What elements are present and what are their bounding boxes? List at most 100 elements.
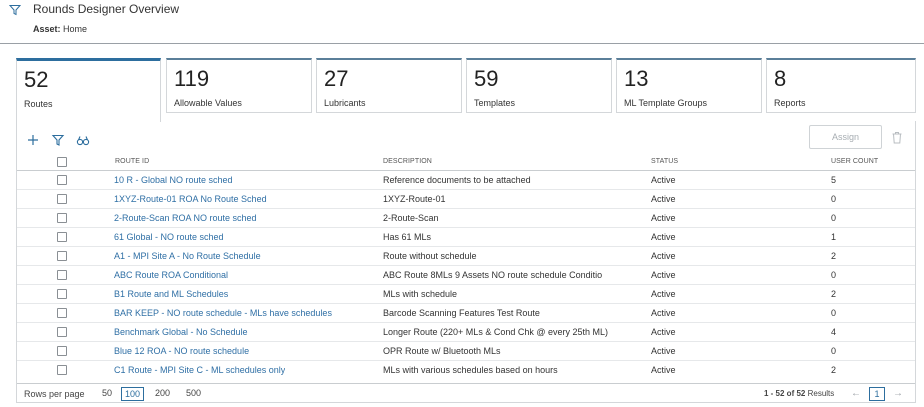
column-header-route-id[interactable]: ROUTE ID	[115, 158, 150, 165]
binoculars-icon[interactable]	[76, 133, 90, 147]
card-count: 119	[174, 66, 210, 91]
card-label: Allowable Values	[174, 98, 242, 108]
page-size-option[interactable]: 200	[155, 388, 171, 398]
routes-panel: Assign ROUTE ID DESCRIPTION STATUS USER …	[16, 121, 916, 403]
row-checkbox[interactable]	[57, 175, 67, 185]
card-templates[interactable]: 59 Templates	[466, 58, 612, 113]
card-label: Routes	[24, 99, 53, 109]
card-label: Reports	[774, 98, 806, 108]
row-checkbox[interactable]	[57, 251, 67, 261]
route-id-link[interactable]: C1 Route - MPI Site C - ML schedules onl…	[114, 365, 286, 375]
select-all-checkbox[interactable]	[57, 157, 67, 167]
route-id-link[interactable]: BAR KEEP - NO route schedule - MLs have …	[114, 308, 332, 318]
column-header-status[interactable]: STATUS	[651, 158, 679, 165]
asset-breadcrumb: Asset: Home	[33, 24, 87, 34]
route-id-link[interactable]: Benchmark Global - No Schedule	[114, 327, 248, 337]
route-user-count: 5	[831, 175, 837, 185]
card-allowable-values[interactable]: 119 Allowable Values	[166, 58, 312, 113]
arrow-right-icon[interactable]: →	[893, 388, 903, 399]
table-row[interactable]: BAR KEEP - NO route schedule - MLs have …	[17, 304, 915, 323]
page-size-option-selected[interactable]: 100	[121, 387, 145, 401]
table-row[interactable]: 61 Global - NO route sched Has 61 MLs Ac…	[17, 228, 915, 247]
route-user-count: 0	[831, 213, 837, 223]
route-id-link[interactable]: 1XYZ-Route-01 ROA No Route Sched	[114, 194, 267, 204]
row-checkbox[interactable]	[57, 194, 67, 204]
route-status: Active	[651, 308, 676, 318]
table-row[interactable]: Blue 12 ROA - NO route schedule OPR Rout…	[17, 342, 915, 361]
table-row[interactable]: 1XYZ-Route-01 ROA No Route Sched 1XYZ-Ro…	[17, 190, 915, 209]
route-user-count: 2	[831, 251, 837, 261]
asset-value: Home	[63, 24, 88, 34]
card-reports[interactable]: 8 Reports	[766, 58, 916, 113]
route-description: MLs with various schedules based on hour…	[383, 365, 558, 375]
route-user-count: 0	[831, 194, 837, 204]
row-checkbox[interactable]	[57, 232, 67, 242]
route-description: 1XYZ-Route-01	[383, 194, 446, 204]
card-routes[interactable]: 52 Routes	[16, 58, 161, 122]
page-title: Rounds Designer Overview	[33, 2, 180, 16]
route-status: Active	[651, 232, 676, 242]
table-row[interactable]: 10 R - Global NO route sched Reference d…	[17, 171, 915, 190]
card-lubricants[interactable]: 27 Lubricants	[316, 58, 462, 113]
route-id-link[interactable]: 2-Route-Scan ROA NO route sched	[114, 213, 257, 223]
table-row[interactable]: A1 - MPI Site A - No Route Schedule Rout…	[17, 247, 915, 266]
summary-cards: 52 Routes 119 Allowable Values 27 Lubric…	[16, 58, 916, 122]
row-checkbox[interactable]	[57, 289, 67, 299]
asset-label: Asset:	[33, 24, 61, 34]
page-size-option[interactable]: 500	[186, 388, 202, 398]
route-status: Active	[651, 194, 676, 204]
filter-icon[interactable]	[9, 4, 21, 16]
route-description: ABC Route 8MLs 9 Assets NO route schedul…	[383, 270, 603, 280]
arrow-left-icon[interactable]: ←	[851, 388, 861, 399]
route-description: Route without schedule	[383, 251, 477, 261]
row-checkbox[interactable]	[57, 308, 67, 318]
route-id-link[interactable]: 61 Global - NO route sched	[114, 232, 224, 242]
route-user-count: 0	[831, 308, 837, 318]
route-status: Active	[651, 327, 676, 337]
route-description: Reference documents to be attached	[383, 175, 531, 185]
table-row[interactable]: C1 Route - MPI Site C - ML schedules onl…	[17, 361, 915, 380]
trash-icon[interactable]	[891, 131, 903, 144]
table-row[interactable]: Benchmark Global - No Schedule Longer Ro…	[17, 323, 915, 342]
column-header-user-count[interactable]: USER COUNT	[831, 158, 879, 165]
route-user-count: 2	[831, 365, 837, 375]
row-checkbox[interactable]	[57, 365, 67, 375]
route-id-link[interactable]: B1 Route and ML Schedules	[114, 289, 229, 299]
route-user-count: 0	[831, 270, 837, 280]
route-id-link[interactable]: ABC Route ROA Conditional	[114, 270, 229, 280]
assign-button[interactable]: Assign	[809, 125, 882, 149]
card-count: 27	[324, 66, 349, 91]
current-page[interactable]: 1	[869, 387, 885, 401]
card-ml-template-groups[interactable]: 13 ML Template Groups	[616, 58, 762, 113]
results-count: 1 - 52 of 52 Results	[764, 389, 834, 398]
card-count: 52	[24, 67, 49, 92]
table-row[interactable]: ABC Route ROA Conditional ABC Route 8MLs…	[17, 266, 915, 285]
card-label: Lubricants	[324, 98, 366, 108]
column-header-description[interactable]: DESCRIPTION	[383, 158, 432, 165]
table-row[interactable]: 2-Route-Scan ROA NO route sched 2-Route-…	[17, 209, 915, 228]
results-range: 1 - 52 of 52	[764, 389, 806, 398]
row-checkbox[interactable]	[57, 270, 67, 280]
route-user-count: 4	[831, 327, 837, 337]
pagination-bar: Rows per page 50 100 200 500 1 - 52 of 5…	[17, 383, 915, 403]
plus-icon[interactable]	[26, 133, 40, 147]
table-row[interactable]: B1 Route and ML Schedules MLs with sched…	[17, 285, 915, 304]
page-size-option[interactable]: 50	[102, 388, 113, 398]
row-checkbox[interactable]	[57, 327, 67, 337]
row-checkbox[interactable]	[57, 346, 67, 356]
route-id-link[interactable]: A1 - MPI Site A - No Route Schedule	[114, 251, 261, 261]
route-id-link[interactable]: Blue 12 ROA - NO route schedule	[114, 346, 250, 356]
route-user-count: 1	[831, 232, 837, 242]
route-description: Has 61 MLs	[383, 232, 432, 242]
route-status: Active	[651, 175, 676, 185]
route-id-link[interactable]: 10 R - Global NO route sched	[114, 175, 233, 185]
route-status: Active	[651, 346, 676, 356]
route-description: MLs with schedule	[383, 289, 458, 299]
row-checkbox[interactable]	[57, 213, 67, 223]
route-status: Active	[651, 289, 676, 299]
rows-per-page-label: Rows per page	[24, 389, 85, 399]
filter-icon[interactable]	[51, 133, 65, 147]
route-description: OPR Route w/ Bluetooth MLs	[383, 346, 501, 356]
route-description: Longer Route (220+ MLs & Cond Chk @ ever…	[383, 327, 608, 337]
route-user-count: 0	[831, 346, 837, 356]
